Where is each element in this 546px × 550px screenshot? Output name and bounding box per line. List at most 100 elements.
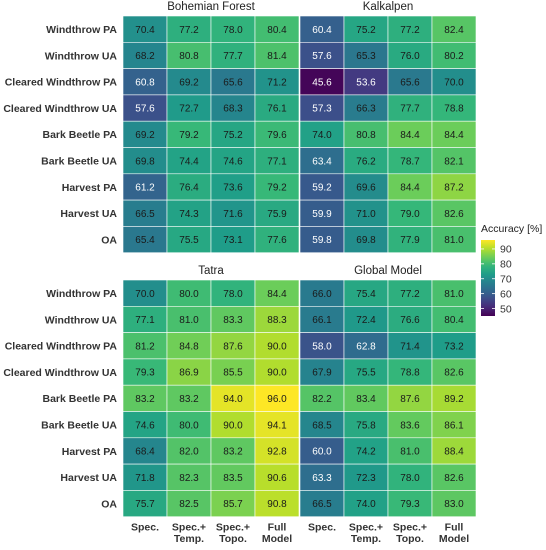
heatmap-cell [343, 279, 389, 307]
cell-value-label: 85.5 [223, 368, 243, 379]
heatmap-cell [343, 463, 389, 491]
cell-value-label: 67.9 [312, 368, 332, 379]
heatmap-cell [343, 384, 389, 412]
cell-value-label: 76.2 [356, 156, 376, 167]
cell-value-label: 83.0 [444, 499, 464, 510]
cell-value-label: 69.2 [179, 77, 199, 88]
cell-value-label: 78.0 [400, 473, 420, 484]
colorbar [481, 240, 495, 316]
cell-value-label: 72.4 [356, 315, 376, 326]
heatmap-cell [387, 15, 433, 43]
cell-value-label: 81.0 [400, 447, 420, 458]
colorbar-tick-label: 90 [500, 244, 512, 256]
cell-value-label: 72.7 [179, 104, 199, 115]
heatmap-cell [387, 147, 433, 175]
cell-value-label: 90.8 [267, 499, 287, 510]
column-label-spec: Spec. [308, 522, 336, 534]
heatmap-cell [431, 332, 477, 360]
cell-value-label: 75.2 [223, 130, 243, 141]
heatmap-cell [166, 120, 212, 148]
row-label-cleared-windthrow-ua: Cleared Windthrow UA [3, 103, 117, 115]
heatmap-cell [254, 120, 300, 148]
cell-value-label: 82.1 [444, 156, 464, 167]
cell-value-label: 73.2 [444, 341, 464, 352]
cell-value-label: 65.3 [356, 51, 376, 62]
cell-value-label: 70.0 [444, 77, 464, 88]
colorbar-tick-label: 60 [500, 288, 512, 300]
heatmap-cell [343, 226, 389, 253]
heatmap-cell [210, 199, 256, 227]
cell-value-label: 69.8 [135, 156, 155, 167]
colorbar-tick-label: 80 [500, 259, 512, 271]
row-label-harvest-pa: Harvest PA [62, 446, 118, 458]
heatmap-cell [122, 490, 168, 517]
heatmap-cell [299, 94, 345, 122]
cell-value-label: 81.2 [135, 341, 155, 352]
colorbar-tick-label: 50 [500, 303, 512, 315]
heatmap-cell [343, 199, 389, 227]
cell-value-label: 78.8 [400, 368, 420, 379]
cell-value-label: 71.2 [267, 77, 287, 88]
cell-value-label: 68.2 [135, 51, 155, 62]
cell-value-label: 62.8 [356, 341, 376, 352]
heatmap-cell [166, 411, 212, 439]
heatmap-cell [210, 332, 256, 360]
cell-value-label: 86.9 [179, 368, 199, 379]
cell-value-label: 74.0 [356, 499, 376, 510]
cell-value-label: 74.4 [179, 156, 199, 167]
cell-value-label: 80.4 [267, 25, 287, 36]
heatmap-cell [387, 94, 433, 122]
cell-value-label: 96.0 [267, 394, 287, 405]
cell-value-label: 82.0 [179, 447, 199, 458]
cell-value-label: 75.9 [267, 209, 287, 220]
heatmap-cell [387, 199, 433, 227]
heatmap-cell [122, 305, 168, 333]
column-label-spec-topo: Spec.+ Topo. [393, 522, 427, 546]
heatmap-cell [210, 120, 256, 148]
cell-value-label: 77.6 [267, 235, 287, 246]
heatmap-cell [299, 68, 345, 96]
heatmap-cell [122, 279, 168, 307]
heatmap-cell [343, 490, 389, 517]
heatmap-cell [166, 463, 212, 491]
column-label-full-model: Full Model [262, 522, 292, 546]
cell-value-label: 69.6 [356, 183, 376, 194]
heatmap-cell [431, 226, 477, 253]
heatmap-cell [343, 358, 389, 386]
heatmap-cell [431, 279, 477, 307]
heatmap-cell [122, 147, 168, 175]
heatmap-cell [387, 411, 433, 439]
cell-value-label: 79.2 [179, 130, 199, 141]
cell-value-label: 59.8 [312, 235, 332, 246]
heatmap-cell [431, 384, 477, 412]
heatmap-cell [254, 332, 300, 360]
cell-value-label: 83.4 [356, 394, 376, 405]
heatmap-cell [210, 15, 256, 43]
cell-value-label: 76.1 [267, 104, 287, 115]
heatmap-cell [254, 68, 300, 96]
heatmap-cell [166, 147, 212, 175]
row-label-cleared-windthrow-ua: Cleared Windthrow UA [3, 367, 117, 379]
cell-value-label: 57.6 [312, 51, 332, 62]
cell-value-label: 85.7 [223, 499, 243, 510]
heatmap-cell [254, 94, 300, 122]
cell-value-label: 59.2 [312, 183, 332, 194]
colorbar-legend: Accuracy [%] 50 60 70 80 90 [481, 223, 542, 316]
cell-value-label: 80.8 [179, 51, 199, 62]
cell-value-label: 74.2 [356, 447, 376, 458]
panel-title: Global Model [354, 265, 422, 277]
heatmap-cell [254, 437, 300, 465]
cell-value-label: 78.0 [223, 289, 243, 300]
heatmap-cell [210, 173, 256, 201]
heatmap-cell [122, 332, 168, 360]
heatmap-cell [431, 68, 477, 96]
legend-title: Accuracy [%] [481, 223, 542, 235]
cell-value-label: 75.8 [356, 420, 376, 431]
row-label-bark-beetle-ua: Bark Beetle UA [41, 419, 117, 431]
heatmap-cell [122, 120, 168, 148]
row-label-oa: OA [101, 498, 117, 510]
cell-value-label: 79.3 [135, 368, 155, 379]
column-label-spec-temp: Spec.+ Temp. [172, 522, 206, 546]
heatmap-cell [254, 490, 300, 517]
heatmap-cell [387, 41, 433, 69]
